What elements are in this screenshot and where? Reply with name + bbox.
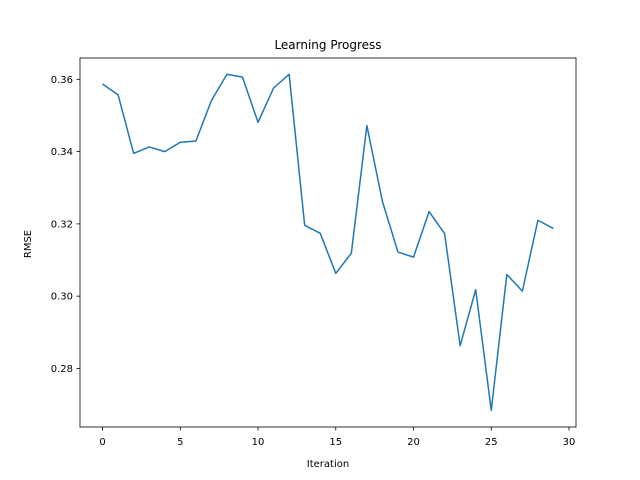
x-tick-label: 5 [177, 437, 183, 448]
x-tick-label: 20 [407, 437, 420, 448]
y-axis: 0.28 0.30 0.32 0.34 0.36 [51, 75, 80, 375]
y-tick-label: 0.28 [51, 364, 73, 375]
y-axis-label: RMSE [23, 230, 34, 258]
y-tick-label: 0.36 [51, 75, 73, 86]
x-tick-label: 15 [329, 437, 342, 448]
x-tick-label: 10 [252, 437, 265, 448]
x-tick-label: 30 [563, 437, 576, 448]
x-axis-label: Iteration [307, 459, 349, 470]
series-line-rmse [102, 73, 554, 412]
y-tick-label: 0.30 [51, 292, 73, 303]
y-tick-label: 0.32 [51, 219, 73, 230]
x-axis: 0 5 10 15 20 25 30 [99, 427, 575, 448]
chart-title: Learning Progress [274, 38, 381, 52]
y-tick-label: 0.34 [51, 147, 73, 158]
x-tick-label: 0 [99, 437, 105, 448]
x-tick-label: 25 [485, 437, 498, 448]
plot-area [102, 74, 553, 410]
axes-frame [79, 57, 577, 428]
